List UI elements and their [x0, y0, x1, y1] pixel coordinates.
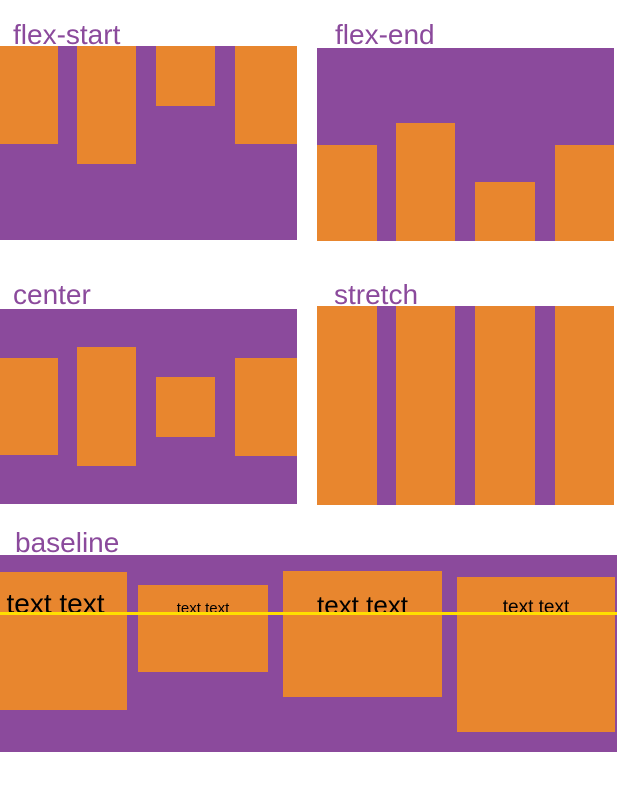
flex-item-flex-end — [555, 145, 614, 241]
flex-item-baseline: text text — [138, 585, 268, 672]
flex-item-flex-end — [475, 182, 535, 241]
flex-item-stretch — [555, 306, 614, 505]
flex-item-center — [156, 377, 215, 437]
panel-label-center: center — [13, 279, 91, 310]
flex-container-center — [0, 309, 297, 504]
flex-item-stretch — [475, 306, 535, 505]
flex-item-center — [77, 347, 136, 466]
flex-item-flex-end — [317, 145, 377, 241]
panel-label-flex-start: flex-start — [13, 19, 121, 50]
flex-item-center — [235, 358, 297, 456]
panel-label-flex-end: flex-end — [335, 19, 435, 50]
flex-container-stretch — [317, 306, 614, 505]
flex-item-baseline: text text — [457, 577, 615, 732]
panel-label-stretch: stretch — [334, 279, 419, 310]
flex-item-flex-start — [0, 46, 58, 144]
flex-item-stretch — [317, 306, 377, 505]
flex-item-flex-start — [77, 46, 136, 164]
flex-item-stretch — [396, 306, 455, 505]
baseline-indicator-line — [0, 612, 617, 615]
flex-container-flex-end — [317, 48, 614, 241]
flex-item-baseline: text text — [0, 572, 127, 710]
flex-container-flex-start — [0, 46, 297, 240]
flex-item-center — [0, 358, 58, 455]
flex-item-baseline: text text — [283, 571, 442, 697]
flex-container-baseline: text text text text text text text text — [0, 555, 617, 752]
flex-item-flex-start — [235, 46, 297, 144]
flex-item-flex-end — [396, 123, 455, 241]
panel-label-baseline: baseline — [15, 527, 120, 558]
flex-item-flex-start — [156, 46, 215, 106]
